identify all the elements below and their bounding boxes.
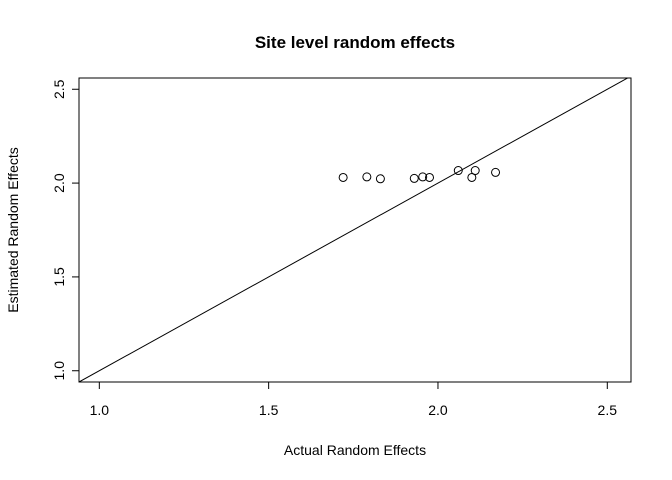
- chart-title: Site level random effects: [255, 33, 455, 52]
- data-point: [418, 172, 428, 182]
- y-tick-label: 1.0: [51, 361, 67, 381]
- y-tick-label: 2.5: [51, 79, 67, 99]
- data-point: [453, 166, 463, 176]
- data-point: [409, 173, 419, 183]
- y-axis-label: Estimated Random Effects: [5, 147, 21, 312]
- y-tick-label: 2.0: [51, 173, 67, 193]
- x-tick-label: 2.5: [598, 402, 618, 418]
- plot-area: [79, 78, 629, 382]
- y-tick-label: 1.5: [51, 267, 67, 287]
- identity-reference-line: [79, 78, 629, 382]
- x-axis-label: Actual Random Effects: [284, 442, 426, 458]
- x-tick-label: 2.0: [428, 402, 448, 418]
- data-point: [491, 167, 501, 177]
- x-axis: 1.0 1.5 2.0 2.5: [90, 381, 618, 418]
- data-point: [362, 172, 372, 182]
- data-point: [425, 172, 435, 182]
- data-point: [338, 172, 348, 182]
- data-point: [375, 174, 385, 184]
- y-axis: 1.0 1.5 2.0 2.5: [51, 79, 80, 381]
- x-tick-label: 1.5: [259, 402, 279, 418]
- data-point: [470, 166, 480, 176]
- x-tick-label: 1.0: [90, 402, 110, 418]
